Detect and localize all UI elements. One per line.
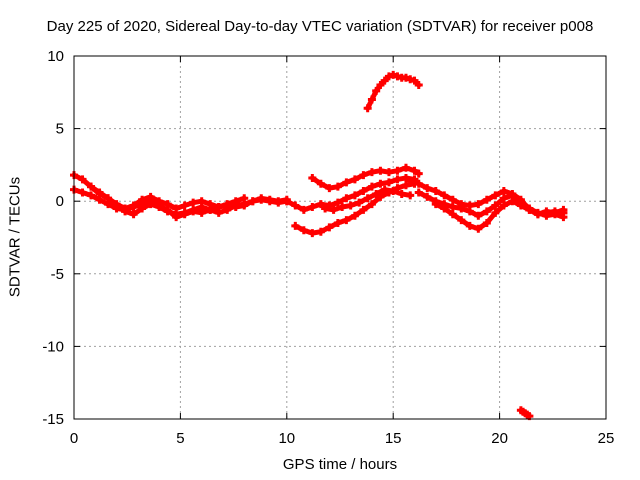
y-tick-label: 5 bbox=[56, 121, 64, 138]
series-line bbox=[518, 407, 532, 419]
series-arc6 bbox=[308, 163, 423, 193]
series-arc11 bbox=[431, 197, 568, 233]
x-tick-label: 15 bbox=[385, 430, 402, 447]
series-arc8 bbox=[363, 70, 423, 113]
series-arc7 bbox=[321, 185, 415, 214]
series-line bbox=[309, 165, 422, 191]
x-tick-label: 5 bbox=[176, 430, 184, 447]
y-axis-label: SDTVAR / TECUs bbox=[6, 176, 24, 298]
chart-title: Day 225 of 2020, Sidereal Day-to-day VTE… bbox=[46, 18, 594, 35]
plot-frame bbox=[73, 55, 607, 420]
series-line bbox=[365, 72, 422, 111]
series-arc4 bbox=[282, 173, 419, 214]
x-tick-label: 25 bbox=[598, 430, 615, 447]
series-arc3 bbox=[87, 182, 249, 213]
series-line bbox=[71, 187, 290, 220]
series-line bbox=[322, 187, 413, 213]
x-tick-label: 10 bbox=[278, 430, 295, 447]
y-tick-label: -10 bbox=[42, 338, 64, 355]
y-tick-label: 0 bbox=[56, 193, 64, 210]
series-arc12 bbox=[516, 406, 534, 421]
x-tick-label: 0 bbox=[70, 430, 78, 447]
y-tick-label: -15 bbox=[42, 411, 64, 428]
x-axis-label: GPS time / hours bbox=[282, 456, 398, 473]
series-line bbox=[284, 175, 417, 213]
series-line bbox=[433, 198, 566, 232]
y-tick-label: 10 bbox=[47, 48, 64, 65]
series-line bbox=[88, 184, 247, 211]
x-tick-label: 20 bbox=[491, 430, 508, 447]
series-arc2 bbox=[70, 185, 291, 222]
y-tick-label: -5 bbox=[51, 266, 64, 283]
